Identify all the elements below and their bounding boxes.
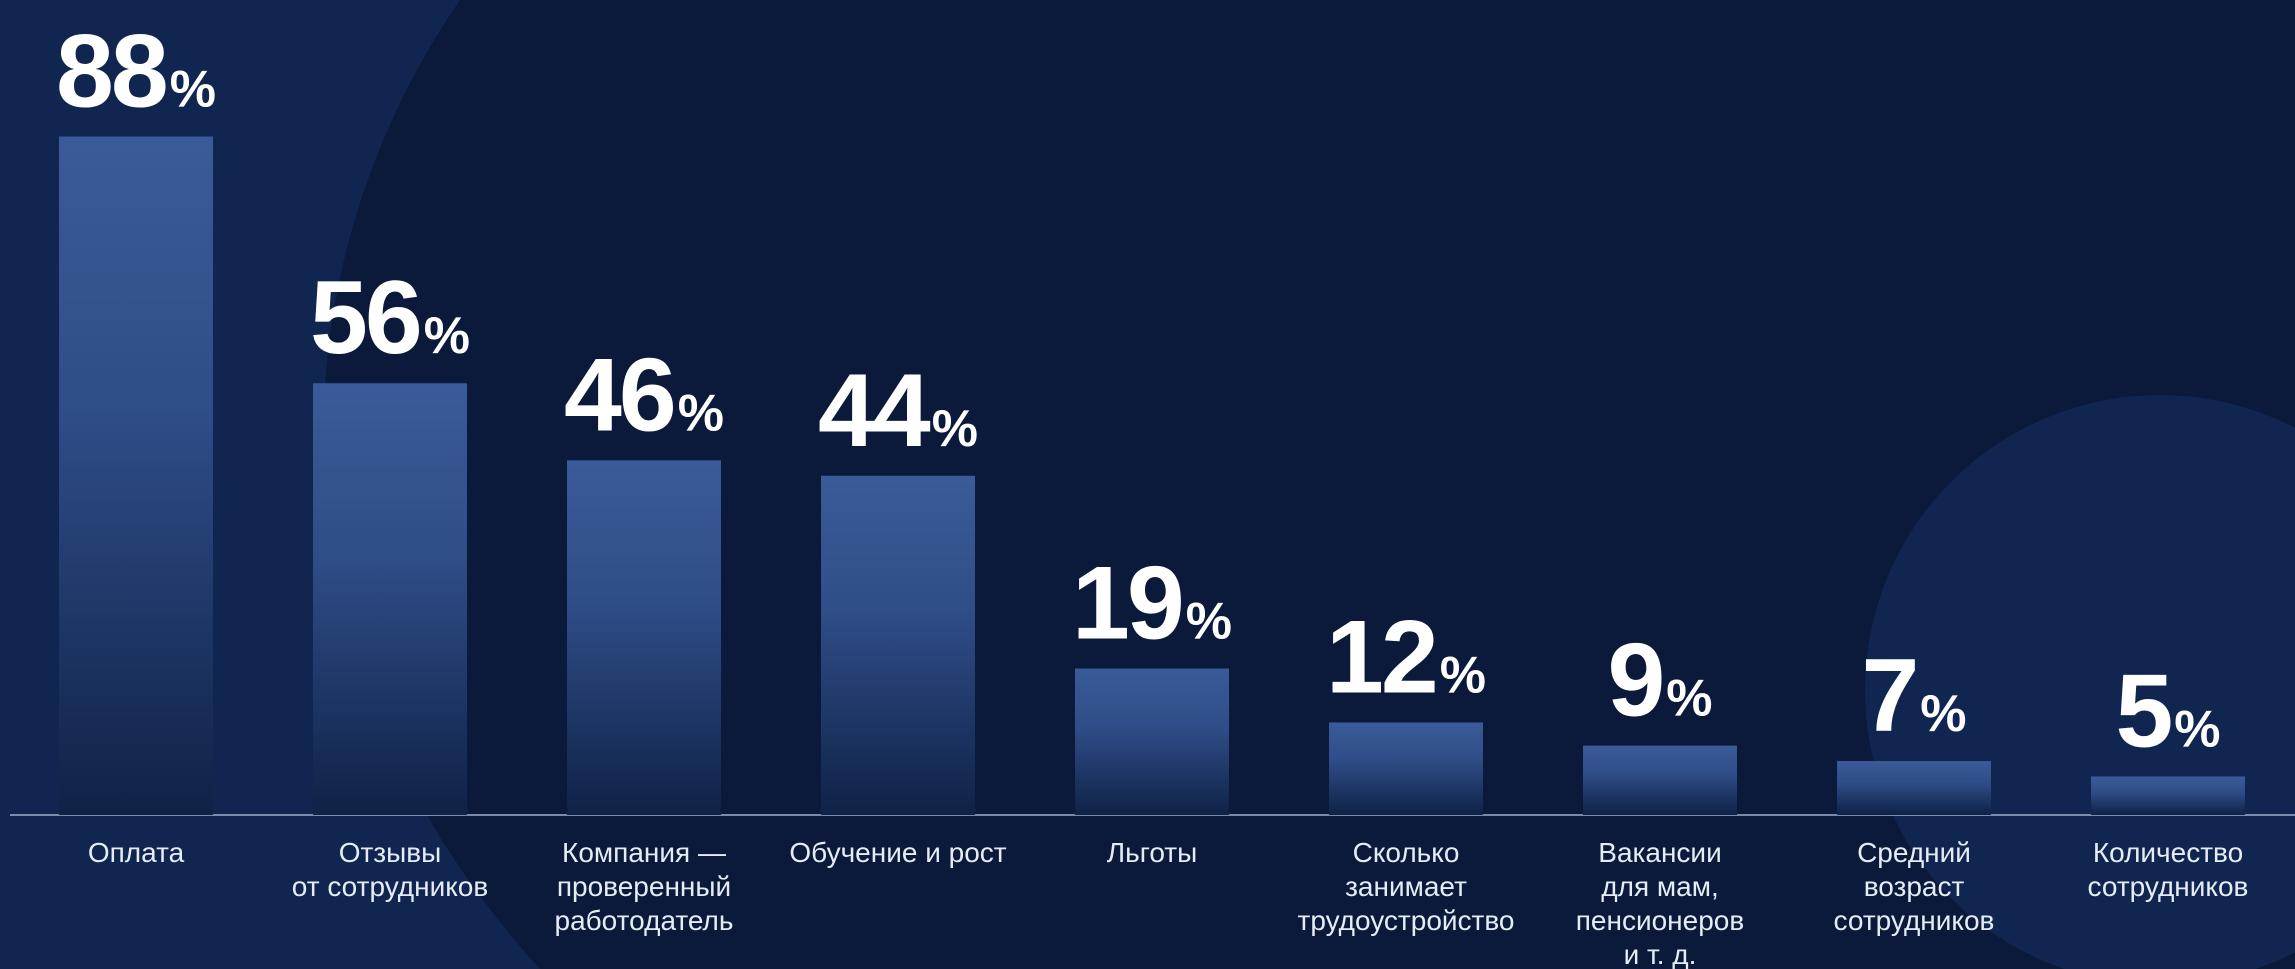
bar-2 [313,383,467,815]
value-percent-sign: % [170,61,216,119]
category-label-line: от сотрудников [292,871,488,902]
value-percent-sign: % [2174,700,2220,758]
category-label-5: Льготы [1107,837,1197,868]
value-percent-sign: % [1440,646,1486,704]
value-number: 12 [1326,599,1436,715]
value-percent-sign: % [424,307,470,365]
category-label-line: трудоустройство [1298,905,1515,936]
category-label-line: сотрудников [1834,905,1995,936]
bar-1 [59,136,213,815]
bar-3 [567,460,721,815]
category-label-line: Обучение и рост [789,837,1006,868]
value-label-9: 5% [2115,653,2220,769]
category-label-line: и т. д. [1624,939,1697,969]
value-number: 44 [818,353,931,469]
category-label-line: Сколько [1353,837,1460,868]
value-number: 9 [1607,623,1662,739]
value-label-8: 7% [1861,638,1966,754]
category-label-line: Средний [1857,837,1971,868]
value-number: 7 [1861,638,1916,754]
bar-8 [1837,761,1991,815]
value-percent-sign: % [1186,593,1232,651]
category-label-line: Компания — [562,837,726,868]
bar-9 [2091,776,2245,815]
category-label-line: сотрудников [2088,871,2249,902]
value-number: 19 [1072,546,1182,662]
category-label-9: Количество сотрудников [2088,837,2249,902]
value-label-6: 12% [1326,599,1486,715]
category-label-line: работодатель [555,905,734,936]
category-label-line: Оплата [88,837,185,868]
value-label-4: 44% [818,353,978,469]
category-label-2: Отзывы от сотрудников [292,837,488,902]
value-percent-sign: % [678,384,724,442]
value-percent-sign: % [932,400,978,458]
category-label-6: Сколько занимает трудоустройство [1298,837,1515,936]
value-label-7: 9% [1607,623,1712,739]
category-label-line: проверенный [557,871,731,902]
category-label-line: Вакансии [1598,837,1721,868]
bar-7 [1583,745,1737,815]
category-label-line: Льготы [1107,837,1197,868]
bar-5 [1075,668,1229,815]
category-label-line: Отзывы [339,837,442,868]
background-circle-right [1865,395,2295,969]
value-percent-sign: % [1920,685,1966,743]
value-number: 5 [2115,653,2170,769]
category-label-line: для мам, [1601,871,1718,902]
category-label-1: Оплата [88,837,185,868]
category-label-8: Средний возраст сотрудников [1834,837,1995,936]
value-percent-sign: % [1666,670,1712,728]
value-number: 56 [310,260,420,376]
category-label-7: Вакансии для мам, пенсионеров и т. д. [1576,837,1744,969]
category-label-line: возраст [1864,871,1965,902]
category-label-line: Количество [2093,837,2243,868]
value-label-5: 19% [1072,546,1232,662]
category-label-4: Обучение и рост [789,837,1006,868]
category-label-line: пенсионеров [1576,905,1744,936]
category-label-line: занимает [1345,871,1467,902]
value-number: 88 [56,14,166,130]
bar-6 [1329,722,1483,815]
value-number: 46 [564,337,674,453]
value-label-2: 56% [310,260,470,376]
bar-4 [821,475,975,815]
value-label-3: 46% [564,337,724,453]
value-label-1: 88% [56,14,216,130]
category-label-3: Компания — проверенный работодатель [555,837,734,936]
